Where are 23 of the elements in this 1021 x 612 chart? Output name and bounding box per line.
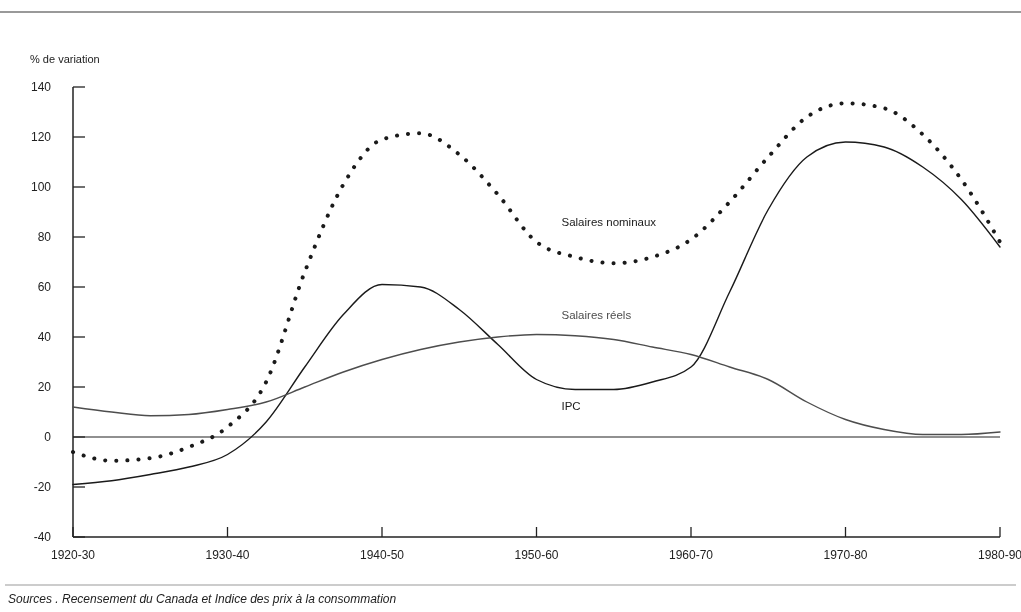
- series-label: Salaires réels: [561, 308, 632, 321]
- y-tick-label: 60: [37, 280, 52, 294]
- x-tick-label: 1920-30: [50, 548, 96, 562]
- series-label: IPC: [561, 399, 581, 412]
- y-tick-label: -40: [33, 530, 52, 544]
- source-note: Sources . Recensement du Canada et Indice des prix à la consommation: [8, 592, 397, 606]
- x-tick-label: 1970-80: [823, 548, 868, 562]
- y-tick-label: 80: [37, 230, 52, 244]
- x-tick-label: 1930-40: [205, 548, 250, 562]
- text: Salaires nominaux: [561, 216, 657, 228]
- x-tick-label: 1950-60: [514, 548, 559, 562]
- x-tick-label: 1960-70: [668, 548, 714, 562]
- line-series: [72, 333, 1001, 436]
- y-tick-label: 0: [44, 430, 52, 444]
- y-tick-label: 140: [30, 80, 52, 94]
- x-tick-label: 1980-90: [977, 548, 1021, 562]
- y-tick-label: -20: [33, 480, 52, 494]
- y-axis-title: % de variation: [30, 53, 100, 65]
- y-tick-label: 20: [37, 380, 52, 394]
- x-tick-label: 1940-50: [359, 548, 405, 562]
- y-tick-label: 100: [30, 180, 52, 194]
- y-tick-label: 120: [30, 130, 52, 144]
- y-tick-label: 40: [37, 330, 52, 344]
